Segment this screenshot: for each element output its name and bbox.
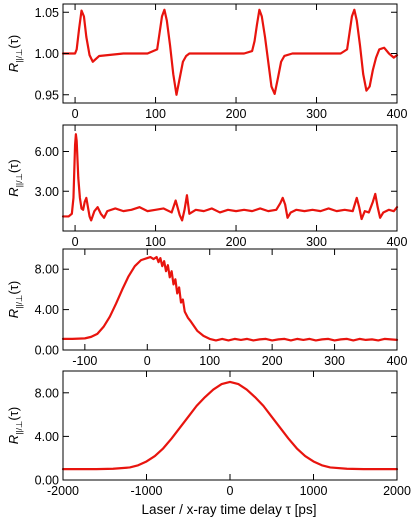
panel-2-y-axis-label: R||/⊥(τ) bbox=[6, 159, 24, 196]
panel-3: -100 0 100 200 300 400 0.00 4.00 8.00 R||/⊥(τ) bbox=[6, 248, 408, 368]
panel-2-x-tick-label: 300 bbox=[306, 235, 327, 249]
panel-1-y-tick-label: 0.95 bbox=[35, 88, 59, 102]
panel-1: 0 100 200 300 400 0.95 1.00 1.05 R||/⊥(τ) bbox=[6, 3, 408, 121]
panel-2-x-tick-label: 100 bbox=[145, 235, 166, 249]
panel-4-x-tick-label: -1000 bbox=[131, 484, 163, 498]
panel-1-y-tick-label: 1.00 bbox=[35, 47, 59, 61]
panel-3-x-tick-label: 200 bbox=[262, 354, 283, 368]
panel-4-x-tick-label: 0 bbox=[227, 484, 234, 498]
panel-3-x-tick-label: 300 bbox=[324, 354, 345, 368]
panel-3-y-tick-label: 4.00 bbox=[35, 303, 59, 317]
panel-1-x-tick-label: 100 bbox=[145, 107, 166, 121]
panel-1-series-line bbox=[61, 8, 399, 96]
panel-2-series-line bbox=[61, 133, 399, 222]
panel-3-x-tick-label: 100 bbox=[199, 354, 220, 368]
panel-3-y-tick-label: 8.00 bbox=[35, 263, 59, 277]
panel-1-x-tick-label: 300 bbox=[306, 107, 327, 121]
panel-4-y-tick-label: 4.00 bbox=[35, 430, 59, 444]
panel-2-x-tick-label: 0 bbox=[72, 235, 79, 249]
panel-4-x-tick-label: -2000 bbox=[47, 484, 79, 498]
panel-4-frame bbox=[62, 370, 398, 481]
panel-4-series-line bbox=[61, 380, 399, 471]
chart-panels: 0 100 200 300 400 0.95 1.00 1.05 R||/⊥(τ) 0 100 200… bbox=[6, 3, 411, 498]
panel-3-y-tick-label: 0.00 bbox=[35, 344, 59, 358]
panel-2-x-tick-label: 400 bbox=[387, 235, 408, 249]
panel-1-y-tick-label: 1.05 bbox=[35, 6, 59, 20]
panel-2: 0 100 200 300 400 3.00 6.00 R||/⊥(τ) bbox=[6, 124, 408, 249]
panel-4-y-axis-label: R||/⊥(τ) bbox=[6, 407, 24, 444]
panel-2-y-tick-label: 3.00 bbox=[35, 185, 59, 199]
panel-3-series-line bbox=[61, 255, 399, 342]
panel-1-x-tick-label: 400 bbox=[387, 107, 408, 121]
panel-3-x-tick-label: 400 bbox=[387, 354, 408, 368]
panel-4-y-tick-label: 8.00 bbox=[35, 386, 59, 400]
panel-3-x-tick-label: 0 bbox=[144, 354, 151, 368]
panel-1-y-axis-label: R||/⊥(τ) bbox=[6, 35, 24, 72]
panel-2-y-tick-label: 6.00 bbox=[35, 145, 59, 159]
panel-4-y-tick-label: 0.00 bbox=[35, 474, 59, 488]
panel-3-frame bbox=[62, 248, 398, 351]
panel-1-x-tick-label: 0 bbox=[72, 107, 79, 121]
panel-4-x-tick-label: 1000 bbox=[300, 484, 328, 498]
panel-2-frame bbox=[62, 124, 398, 232]
panel-4: -2000 -1000 0 1000 2000 0.00 4.00 8.00 R||/⊥(τ) bbox=[6, 370, 411, 498]
panel-3-x-tick-label: -100 bbox=[72, 354, 97, 368]
panel-3-y-axis-label: R||/⊥(τ) bbox=[6, 281, 24, 318]
panel-1-x-tick-label: 200 bbox=[226, 107, 247, 121]
panel-4-x-tick-label: 2000 bbox=[383, 484, 411, 498]
panel-2-x-tick-label: 200 bbox=[226, 235, 247, 249]
x-axis-label: Laser / x-ray time delay τ [ps] bbox=[142, 502, 317, 517]
